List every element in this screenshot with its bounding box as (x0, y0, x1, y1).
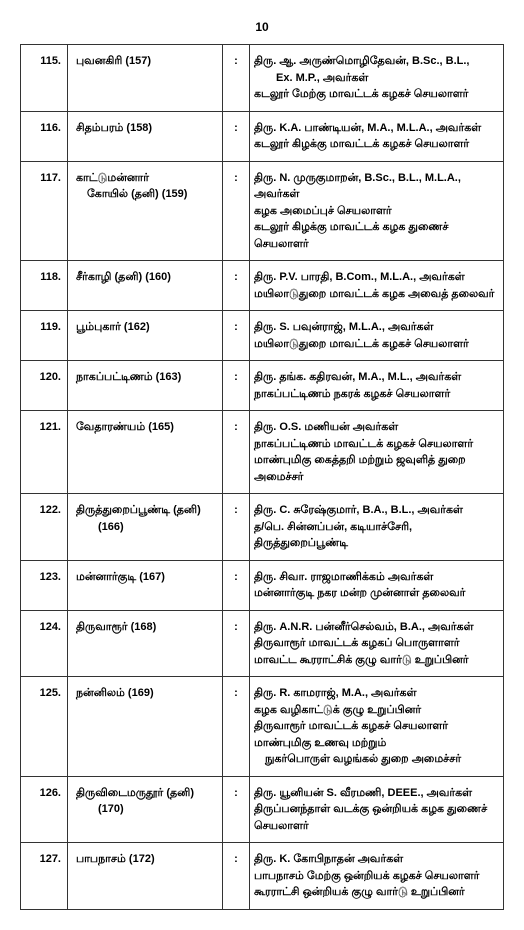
separator: : (223, 361, 250, 411)
details-cell: திரு. O.S. மணியன் அவர்கள்நாகப்பட்டிணம் ம… (250, 411, 504, 494)
details-cell: திரு. யூனியன் S. வீரமணி, DEEE., அவர்கள்த… (250, 776, 504, 843)
table-row: 124.திருவாரூர் (168):திரு. A.N.R. பன்னீர… (21, 610, 504, 677)
separator: : (223, 843, 250, 910)
data-table: 115.புவனகிரி (157):திரு. ஆ. அருண்மொழிதேவ… (20, 44, 504, 910)
table-row: 126.திருவிடைமருதூர் (தனி) (170):திரு. யூ… (21, 776, 504, 843)
table-row: 115.புவனகிரி (157):திரு. ஆ. அருண்மொழிதேவ… (21, 45, 504, 112)
constituency-cell: திருவிடைமருதூர் (தனி) (170) (68, 776, 223, 843)
details-cell: திரு. C. சுரேஷ்குமார், B.A., B.L., அவர்க… (250, 494, 504, 561)
row-number: 121. (21, 411, 68, 494)
separator: : (223, 610, 250, 677)
constituency-cell: புவனகிரி (157) (68, 45, 223, 112)
row-number: 126. (21, 776, 68, 843)
table-row: 120.நாகப்பட்டிணம் (163):திரு. தங்க. கதிர… (21, 361, 504, 411)
table-row: 117.காட்டுமன்னார் கோயில் (தனி) (159):திர… (21, 161, 504, 261)
constituency-cell: பாபநாசம் (172) (68, 843, 223, 910)
row-number: 122. (21, 494, 68, 561)
constituency-cell: வேதாரண்யம் (165) (68, 411, 223, 494)
row-number: 118. (21, 261, 68, 311)
table-row: 116.சிதம்பரம் (158):திரு. K.A. பாண்டியன்… (21, 111, 504, 161)
row-number: 127. (21, 843, 68, 910)
row-number: 120. (21, 361, 68, 411)
separator: : (223, 111, 250, 161)
page-number: 10 (20, 20, 504, 34)
table-row: 127.பாபநாசம் (172):திரு. K. கோபிநாதன் அவ… (21, 843, 504, 910)
row-number: 119. (21, 311, 68, 361)
row-number: 116. (21, 111, 68, 161)
table-row: 122.திருத்துறைப்பூண்டி (தனி) (166):திரு.… (21, 494, 504, 561)
details-cell: திரு. R. காமராஜ், M.A., அவர்கள்கழக வழிகா… (250, 677, 504, 777)
table-row: 118.சீர்காழி (தனி) (160):திரு. P.V. பாரத… (21, 261, 504, 311)
table-row: 125.நன்னிலம் (169):திரு. R. காமராஜ், M.A… (21, 677, 504, 777)
constituency-cell: நன்னிலம் (169) (68, 677, 223, 777)
constituency-cell: திருவாரூர் (168) (68, 610, 223, 677)
separator: : (223, 161, 250, 261)
details-cell: திரு. தங்க. கதிரவன், M.A., M.L., அவர்கள்… (250, 361, 504, 411)
details-cell: திரு. K. கோபிநாதன் அவர்கள்பாபநாசம் மேற்க… (250, 843, 504, 910)
separator: : (223, 261, 250, 311)
constituency-cell: திருத்துறைப்பூண்டி (தனி) (166) (68, 494, 223, 561)
table-row: 121.வேதாரண்யம் (165):திரு. O.S. மணியன் அ… (21, 411, 504, 494)
details-cell: திரு. A.N.R. பன்னீர்செல்வம், B.A., அவர்க… (250, 610, 504, 677)
separator: : (223, 311, 250, 361)
constituency-cell: பூம்புகார் (162) (68, 311, 223, 361)
constituency-cell: சீர்காழி (தனி) (160) (68, 261, 223, 311)
separator: : (223, 677, 250, 777)
separator: : (223, 560, 250, 610)
separator: : (223, 776, 250, 843)
separator: : (223, 411, 250, 494)
details-cell: திரு. P.V. பாரதி, B.Com., M.L.A., அவர்கள… (250, 261, 504, 311)
row-number: 117. (21, 161, 68, 261)
row-number: 115. (21, 45, 68, 112)
details-cell: திரு. K.A. பாண்டியன், M.A., M.L.A., அவர்… (250, 111, 504, 161)
separator: : (223, 494, 250, 561)
row-number: 125. (21, 677, 68, 777)
details-cell: திரு. N. முருகுமாறன், B.Sc., B.L., M.L.A… (250, 161, 504, 261)
table-row: 119.பூம்புகார் (162):திரு. S. பவுன்ராஜ்,… (21, 311, 504, 361)
row-number: 123. (21, 560, 68, 610)
table-row: 123.மன்னார்குடி (167):திரு. சிவா. ராஜமாண… (21, 560, 504, 610)
constituency-cell: சிதம்பரம் (158) (68, 111, 223, 161)
details-cell: திரு. சிவா. ராஜமாணிக்கம் அவர்கள்மன்னார்க… (250, 560, 504, 610)
details-cell: திரு. S. பவுன்ராஜ், M.L.A., அவர்கள்மயிலா… (250, 311, 504, 361)
constituency-cell: மன்னார்குடி (167) (68, 560, 223, 610)
constituency-cell: காட்டுமன்னார் கோயில் (தனி) (159) (68, 161, 223, 261)
constituency-cell: நாகப்பட்டிணம் (163) (68, 361, 223, 411)
separator: : (223, 45, 250, 112)
row-number: 124. (21, 610, 68, 677)
details-cell: திரு. ஆ. அருண்மொழிதேவன், B.Sc., B.L., Ex… (250, 45, 504, 112)
